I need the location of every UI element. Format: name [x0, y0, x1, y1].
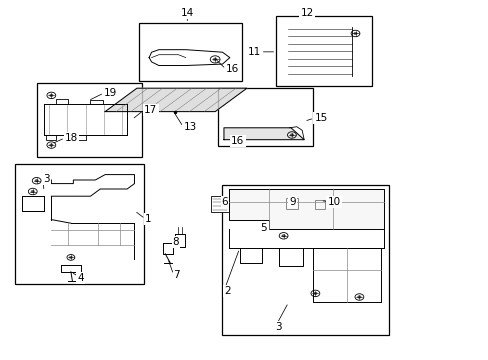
Polygon shape [228, 189, 383, 229]
Text: 10: 10 [327, 197, 340, 207]
Polygon shape [105, 88, 246, 112]
Text: 14: 14 [180, 8, 194, 18]
Circle shape [49, 144, 53, 147]
Text: 9: 9 [288, 197, 295, 207]
Text: 11: 11 [247, 47, 260, 57]
Circle shape [69, 256, 72, 258]
Text: 18: 18 [65, 133, 78, 143]
Circle shape [35, 179, 39, 182]
Text: 13: 13 [183, 122, 196, 132]
Text: 6: 6 [221, 197, 228, 207]
Bar [276, 16, 371, 86]
Text: 15: 15 [314, 113, 327, 123]
Circle shape [49, 94, 53, 97]
Bar [222, 185, 388, 335]
Text: 4: 4 [77, 273, 84, 283]
Circle shape [353, 32, 357, 35]
Bar [315, 200, 325, 209]
Bar [139, 23, 242, 81]
Circle shape [357, 296, 361, 298]
Bar [211, 196, 228, 212]
Text: 19: 19 [104, 88, 117, 98]
Text: 17: 17 [144, 105, 157, 115]
Text: 16: 16 [231, 136, 244, 146]
Text: 2: 2 [224, 286, 230, 296]
Circle shape [289, 134, 293, 136]
Text: 12: 12 [300, 8, 313, 18]
Circle shape [31, 190, 35, 193]
Text: 1: 1 [145, 214, 152, 224]
Circle shape [281, 234, 285, 237]
Text: 7: 7 [173, 270, 180, 280]
Bar [37, 83, 142, 157]
Text: 8: 8 [172, 237, 179, 247]
Circle shape [213, 58, 217, 61]
Bar [15, 164, 144, 284]
Polygon shape [224, 128, 304, 140]
Text: 3: 3 [43, 174, 50, 184]
Bar [285, 198, 298, 209]
Circle shape [313, 292, 317, 295]
Text: 16: 16 [225, 64, 239, 74]
Bar [217, 88, 312, 146]
Text: 5: 5 [260, 222, 267, 233]
Text: 3: 3 [275, 322, 282, 332]
